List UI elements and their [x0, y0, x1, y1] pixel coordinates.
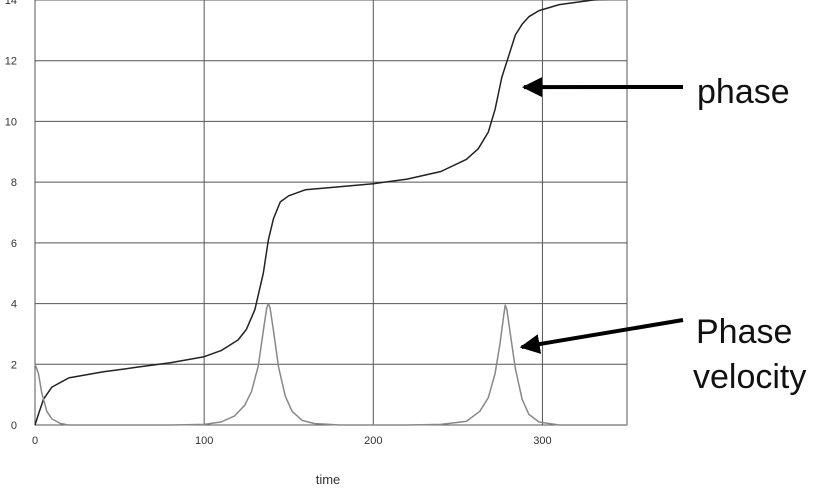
- series-layer: [34, 0, 627, 426]
- y-tick-label: 4: [11, 299, 17, 311]
- annotation-phase-velocity-line2: velocity: [693, 358, 806, 396]
- x-tick-label: 200: [364, 435, 382, 447]
- y-tick-label: 12: [5, 56, 17, 68]
- x-axis-label: time: [316, 472, 341, 487]
- y-tick-label: 14: [5, 0, 17, 7]
- grid: [34, 0, 627, 426]
- y-tick-label: 10: [5, 116, 17, 128]
- series-line-phase-velocity: [34, 302, 627, 426]
- annotation-phase: phase: [697, 73, 790, 111]
- series-line-phase: [34, 0, 611, 426]
- plot-frame: [34, 0, 628, 426]
- annotation-phase-velocity-arrow: [519, 318, 684, 354]
- x-tick-label: 0: [32, 435, 38, 447]
- y-tick-label: 0: [11, 420, 17, 432]
- x-axis-ticks: 0 100 200 300: [32, 435, 552, 447]
- x-tick-label: 300: [533, 435, 551, 447]
- x-tick-label: 100: [195, 435, 213, 447]
- y-tick-label: 2: [11, 359, 17, 371]
- y-tick-label: 8: [11, 177, 17, 189]
- annotation-phase-velocity-line1: Phase: [696, 313, 792, 351]
- y-tick-label: 6: [11, 238, 17, 250]
- y-axis-ticks: 0 2 4 6 8 10 12 14: [5, 0, 17, 432]
